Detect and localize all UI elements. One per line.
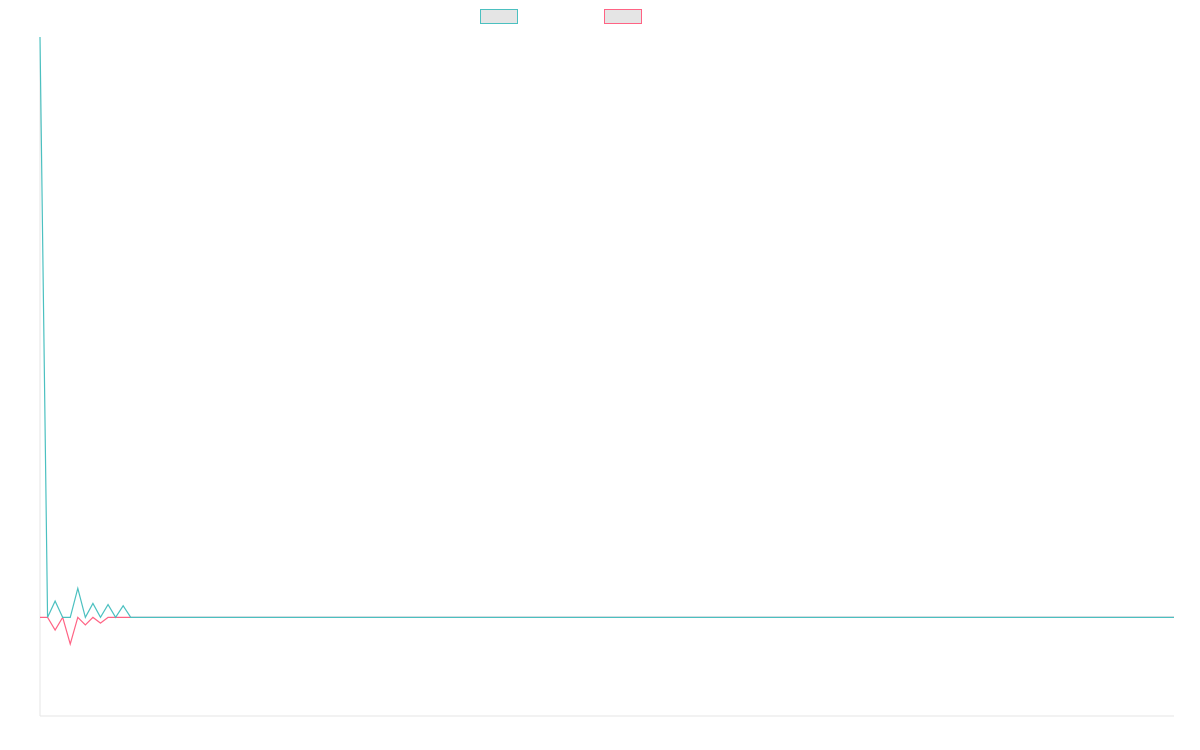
legend-swatch-2 — [604, 9, 642, 24]
legend-swatch-1 — [480, 9, 518, 24]
series-line-2 — [40, 615, 1174, 647]
legend-item-1[interactable] — [480, 9, 524, 24]
series-line-1 — [39, 36, 1174, 619]
legend-item-2[interactable] — [604, 9, 648, 24]
legend[interactable] — [0, 9, 1200, 27]
